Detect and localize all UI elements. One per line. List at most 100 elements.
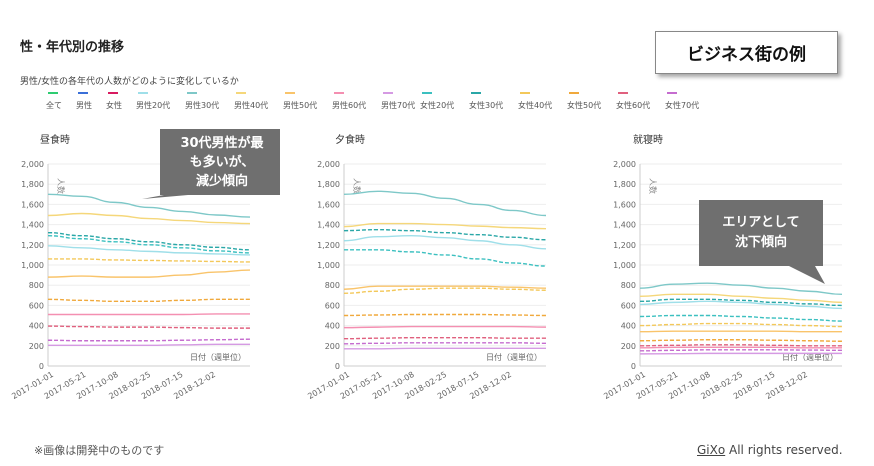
y-tick-label: 1,000 bbox=[21, 261, 44, 270]
legend-swatch bbox=[569, 92, 579, 94]
legend-swatch bbox=[48, 92, 58, 94]
legend-item[interactable]: 全て bbox=[46, 92, 62, 111]
y-tick-label: 400 bbox=[29, 322, 44, 331]
legend-label: 女性30代 bbox=[469, 101, 504, 110]
rights-text: All rights reserved. bbox=[725, 443, 843, 457]
legend-label: 女性70代 bbox=[665, 101, 700, 110]
legend-item[interactable]: 女性60代 bbox=[616, 92, 650, 111]
legend-label: 男性20代 bbox=[136, 101, 171, 110]
y-tick-label: 2,000 bbox=[317, 160, 340, 169]
series-line bbox=[639, 314, 843, 322]
y-tick-label: 1,600 bbox=[21, 200, 44, 209]
y-axis-label: 人数 bbox=[56, 178, 66, 194]
series-line bbox=[343, 235, 547, 250]
copyright: GiXo All rights reserved. bbox=[697, 443, 843, 457]
section-title: 性・年代別の推移 bbox=[20, 40, 125, 55]
series-line bbox=[344, 347, 546, 350]
legend-label: 男性 bbox=[76, 101, 92, 110]
series-line bbox=[639, 349, 843, 352]
legend-item[interactable]: 女性20代 bbox=[420, 92, 454, 111]
series-line bbox=[344, 249, 547, 267]
y-tick-label: 400 bbox=[325, 322, 340, 331]
legend-item[interactable]: 男性 bbox=[76, 92, 92, 111]
series-line bbox=[47, 269, 251, 278]
legend-swatch bbox=[383, 92, 393, 94]
legend-item[interactable]: 男性20代 bbox=[136, 92, 170, 111]
series-line bbox=[639, 322, 843, 328]
legend-item[interactable]: 女性40代 bbox=[518, 92, 552, 111]
legend-swatch bbox=[471, 92, 481, 94]
chart-legend: 全て 男性 女性 男性20代 男性30代 男性40代 男性50代 男性60代 男性70代 女性20… bbox=[46, 92, 726, 116]
series-line bbox=[47, 338, 251, 342]
legend-item[interactable]: 男性50代 bbox=[283, 92, 317, 111]
legend-swatch bbox=[236, 92, 246, 94]
legend-item[interactable]: 女性 bbox=[106, 92, 122, 111]
legend-item[interactable]: 女性50代 bbox=[567, 92, 601, 111]
legend-label: 女性 bbox=[106, 101, 122, 110]
legend-swatch bbox=[187, 92, 197, 94]
y-tick-label: 200 bbox=[29, 342, 44, 351]
y-tick-label: 1,400 bbox=[317, 221, 340, 230]
legend-item[interactable]: 男性30代 bbox=[185, 92, 219, 111]
legend-label: 男性70代 bbox=[381, 101, 416, 110]
x-axis-label: 日付（週単位） bbox=[782, 352, 838, 362]
y-tick-label: 1,200 bbox=[613, 241, 636, 250]
series-line bbox=[639, 346, 842, 349]
legend-swatch bbox=[285, 92, 295, 94]
callout-lunch-line-1: 30代男性が最 bbox=[180, 135, 264, 151]
y-tick-label: 600 bbox=[621, 301, 636, 310]
y-tick-label: 1,000 bbox=[317, 261, 340, 270]
x-axis-label: 日付（週単位） bbox=[190, 352, 246, 362]
series-line bbox=[48, 343, 250, 346]
example-label-box: ビジネス街の例 bbox=[655, 31, 838, 74]
y-tick-label: 1,800 bbox=[317, 180, 340, 189]
series-line bbox=[639, 293, 843, 304]
series-line bbox=[47, 212, 251, 225]
series-line bbox=[48, 258, 251, 263]
y-tick-label: 800 bbox=[621, 281, 636, 290]
series-line bbox=[639, 330, 842, 333]
brand-link[interactable]: GiXo bbox=[697, 443, 726, 457]
series-line bbox=[47, 193, 251, 218]
series-line bbox=[47, 245, 251, 256]
chart-title-bedtime: 就寝時 bbox=[633, 135, 663, 146]
series-line bbox=[639, 344, 842, 347]
legend-label: 女性60代 bbox=[616, 101, 651, 110]
legend-label: 全て bbox=[46, 101, 62, 110]
legend-item[interactable]: 女性30代 bbox=[469, 92, 503, 111]
series-line bbox=[47, 325, 250, 329]
legend-swatch bbox=[667, 92, 677, 94]
legend-swatch bbox=[108, 92, 118, 94]
y-tick-label: 0 bbox=[335, 362, 340, 371]
y-tick-label: 1,600 bbox=[317, 200, 340, 209]
y-tick-label: 1,000 bbox=[613, 261, 636, 270]
callout-bedtime-line-1: エリアとして bbox=[722, 215, 799, 230]
series-line bbox=[343, 222, 547, 230]
y-tick-label: 0 bbox=[631, 362, 636, 371]
series-line bbox=[343, 190, 547, 217]
series-line bbox=[48, 313, 250, 316]
series-line bbox=[47, 235, 251, 254]
legend-item[interactable]: 男性70代 bbox=[381, 92, 415, 111]
series-line bbox=[343, 287, 547, 294]
series-line bbox=[343, 228, 547, 241]
series-line bbox=[343, 285, 547, 290]
legend-item[interactable]: 男性40代 bbox=[234, 92, 268, 111]
y-tick-label: 2,000 bbox=[613, 160, 636, 169]
section-subtitle: 男性/女性の各年代の人数がどのように変化しているか bbox=[20, 77, 239, 87]
y-tick-label: 600 bbox=[29, 301, 44, 310]
legend-swatch bbox=[422, 92, 432, 94]
callout-lunch: 30代男性が最 も多いが、 減少傾向 bbox=[142, 129, 280, 199]
legend-swatch bbox=[138, 92, 148, 94]
chart-title-lunch: 昼食時 bbox=[40, 135, 70, 146]
legend-label: 女性40代 bbox=[518, 101, 553, 110]
legend-label: 女性50代 bbox=[567, 101, 602, 110]
legend-item[interactable]: 女性70代 bbox=[665, 92, 699, 111]
y-tick-label: 800 bbox=[325, 281, 340, 290]
y-axis-label: 人数 bbox=[352, 178, 362, 194]
legend-item[interactable]: 男性60代 bbox=[332, 92, 366, 111]
chart-dinner: 0 200 400 600 800 1,000 1,200 1,400 1,600 1,800 2,… bbox=[306, 160, 547, 400]
y-tick-label: 1,800 bbox=[21, 180, 44, 189]
y-tick-label: 400 bbox=[621, 322, 636, 331]
legend-label: 男性60代 bbox=[332, 101, 367, 110]
